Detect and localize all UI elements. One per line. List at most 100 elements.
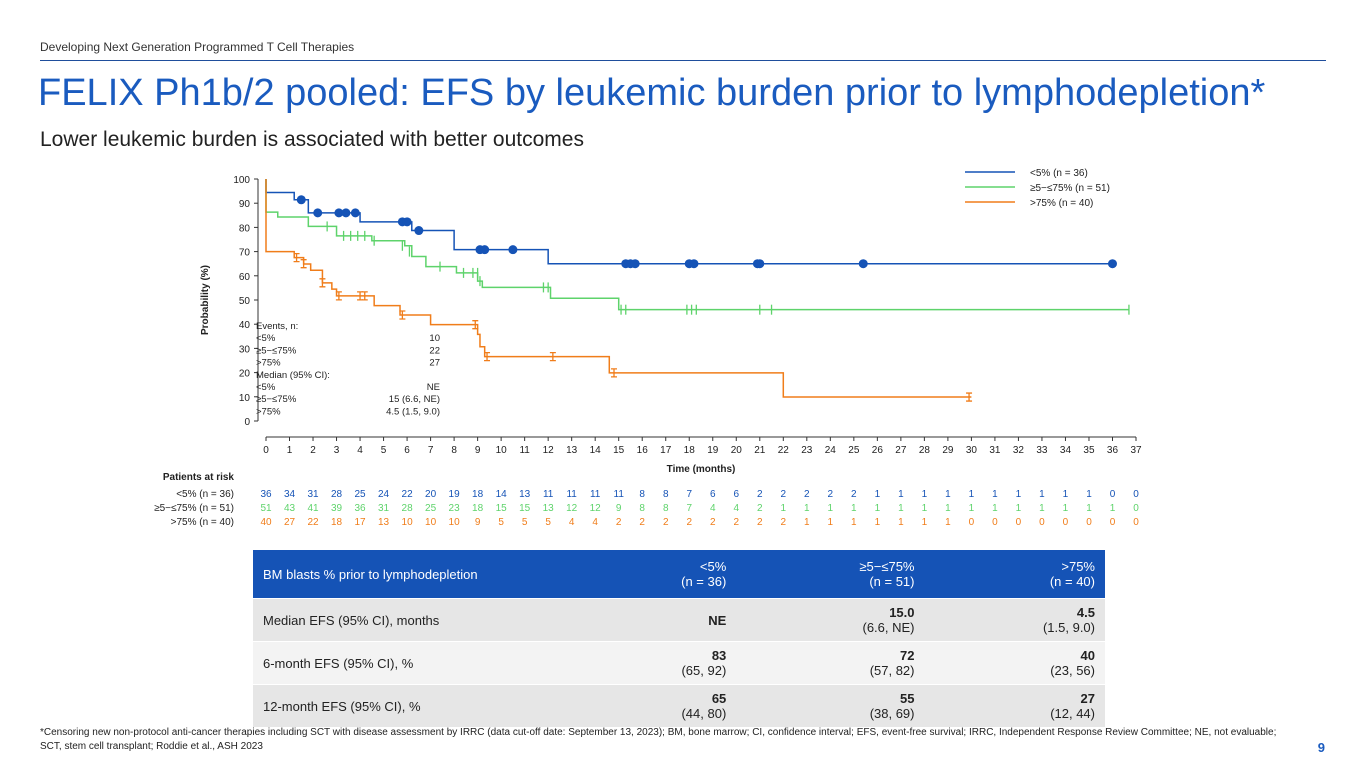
annotation-label: <5%	[256, 382, 276, 393]
censor-dot	[1107, 259, 1117, 269]
x-tick-label: 19	[707, 445, 719, 456]
risk-count: 0	[1133, 489, 1139, 500]
efs-summary-table: BM blasts % prior to lymphodepletion <5%…	[253, 550, 1105, 728]
annotation-value: 27	[429, 358, 440, 369]
risk-count: 9	[616, 503, 622, 514]
annotation-label: <5%	[256, 333, 276, 344]
risk-count: 1	[969, 489, 975, 500]
censor-dot	[350, 208, 360, 218]
risk-count: 1	[992, 503, 998, 514]
table-row: 12-month EFS (95% CI), % 65 (44, 80) 55 (38,…	[253, 684, 1105, 728]
risk-count: 10	[402, 517, 414, 528]
x-tick-label: 14	[590, 445, 602, 456]
censor-errbar	[399, 310, 406, 320]
x-tick-label: 32	[1013, 445, 1025, 456]
risk-count: 1	[1016, 489, 1022, 500]
risk-count: 11	[590, 489, 601, 500]
km-curve-0	[265, 179, 1113, 265]
risk-count: 2	[804, 489, 810, 500]
censor-dot	[689, 259, 699, 269]
header-col: <5% (n = 36)	[573, 550, 737, 599]
risk-count: 7	[686, 503, 692, 514]
annotation-label: Median (95% CI):	[256, 370, 330, 381]
risk-count: 22	[402, 489, 414, 500]
x-tick-label: 8	[451, 445, 457, 456]
risk-count: 1	[945, 503, 951, 514]
risk-count: 1	[1063, 503, 1069, 514]
risk-count: 1	[804, 503, 810, 514]
risk-count: 14	[496, 489, 508, 500]
censor-dot	[858, 259, 868, 269]
censor-errbar	[484, 351, 491, 362]
risk-count: 12	[590, 503, 602, 514]
x-tick-label: 36	[1107, 445, 1119, 456]
risk-count: 2	[781, 517, 787, 528]
censor-errbar	[319, 278, 326, 288]
risk-count: 1	[851, 517, 857, 528]
x-tick-label: 0	[263, 445, 269, 456]
risk-count: 13	[519, 489, 531, 500]
risk-count: 5	[498, 517, 504, 528]
km-curve-1	[265, 179, 1129, 311]
x-tick-label: 33	[1036, 445, 1048, 456]
row-cell: 40 (23, 56)	[924, 641, 1105, 685]
row-label: Median EFS (95% CI), months	[253, 598, 573, 642]
risk-count: 19	[449, 489, 461, 500]
row-label: 12-month EFS (95% CI), %	[253, 684, 573, 728]
risk-count: 1	[851, 503, 857, 514]
risk-count: 51	[260, 503, 272, 514]
x-tick-label: 26	[872, 445, 884, 456]
censor-errbar	[611, 368, 617, 378]
x-tick-label: 18	[684, 445, 696, 456]
risk-count: 1	[875, 489, 881, 500]
risk-count: 5	[545, 517, 551, 528]
risk-count: 0	[1110, 517, 1116, 528]
legend-label: ≥5−≤75% (n = 51)	[1030, 183, 1110, 194]
annotation-label: >75%	[256, 358, 281, 369]
x-tick-label: 11	[519, 445, 530, 456]
table-header-row: BM blasts % prior to lymphodepletion <5%…	[253, 550, 1105, 599]
censor-errbar	[549, 351, 556, 362]
censor-errbar	[472, 320, 479, 330]
risk-count: 2	[757, 517, 763, 528]
table-row: 6-month EFS (95% CI), % 83 (65, 92) 72 (57, …	[253, 641, 1105, 685]
risk-count: 4	[710, 503, 716, 514]
risk-count: 6	[733, 489, 739, 500]
annotation-value: 22	[429, 345, 440, 356]
risk-count: 36	[354, 503, 366, 514]
risk-count: 1	[969, 503, 975, 514]
x-tick-label: 28	[919, 445, 931, 456]
x-tick-label: 9	[475, 445, 481, 456]
footnote: *Censoring new non-protocol anti-cancer …	[40, 727, 1277, 752]
y-tick-label: 40	[239, 320, 251, 331]
legend-label: >75% (n = 40)	[1030, 198, 1093, 209]
risk-count: 0	[1039, 517, 1045, 528]
risk-row-label: ≥5−≤75% (n = 51)	[154, 503, 234, 514]
risk-count: 7	[686, 489, 692, 500]
x-tick-label: 23	[801, 445, 813, 456]
y-tick-label: 70	[239, 248, 251, 259]
risk-row-label: >75% (n = 40)	[171, 517, 234, 528]
annotation-label: ≥5−≤75%	[256, 345, 297, 356]
x-tick-label: 4	[357, 445, 363, 456]
x-tick-label: 1	[287, 445, 293, 456]
risk-count: 23	[449, 503, 461, 514]
censor-dot	[334, 208, 344, 218]
risk-count: 40	[260, 517, 272, 528]
risk-count: 1	[898, 503, 904, 514]
risk-count: 31	[378, 503, 390, 514]
risk-count: 2	[828, 489, 834, 500]
censor-dot	[296, 195, 306, 205]
risk-count: 1	[922, 503, 928, 514]
censor-errbar	[335, 291, 342, 301]
risk-count: 2	[686, 517, 692, 528]
annotation-label: Events, n:	[256, 321, 298, 332]
page-number: 9	[1317, 740, 1325, 755]
risk-count: 39	[331, 503, 343, 514]
risk-count: 0	[1063, 517, 1069, 528]
y-tick-label: 10	[239, 393, 251, 404]
row-cell: 72 (57, 82)	[736, 641, 925, 685]
risk-count: 1	[804, 517, 810, 528]
x-tick-label: 6	[404, 445, 410, 456]
risk-count: 1	[898, 517, 904, 528]
